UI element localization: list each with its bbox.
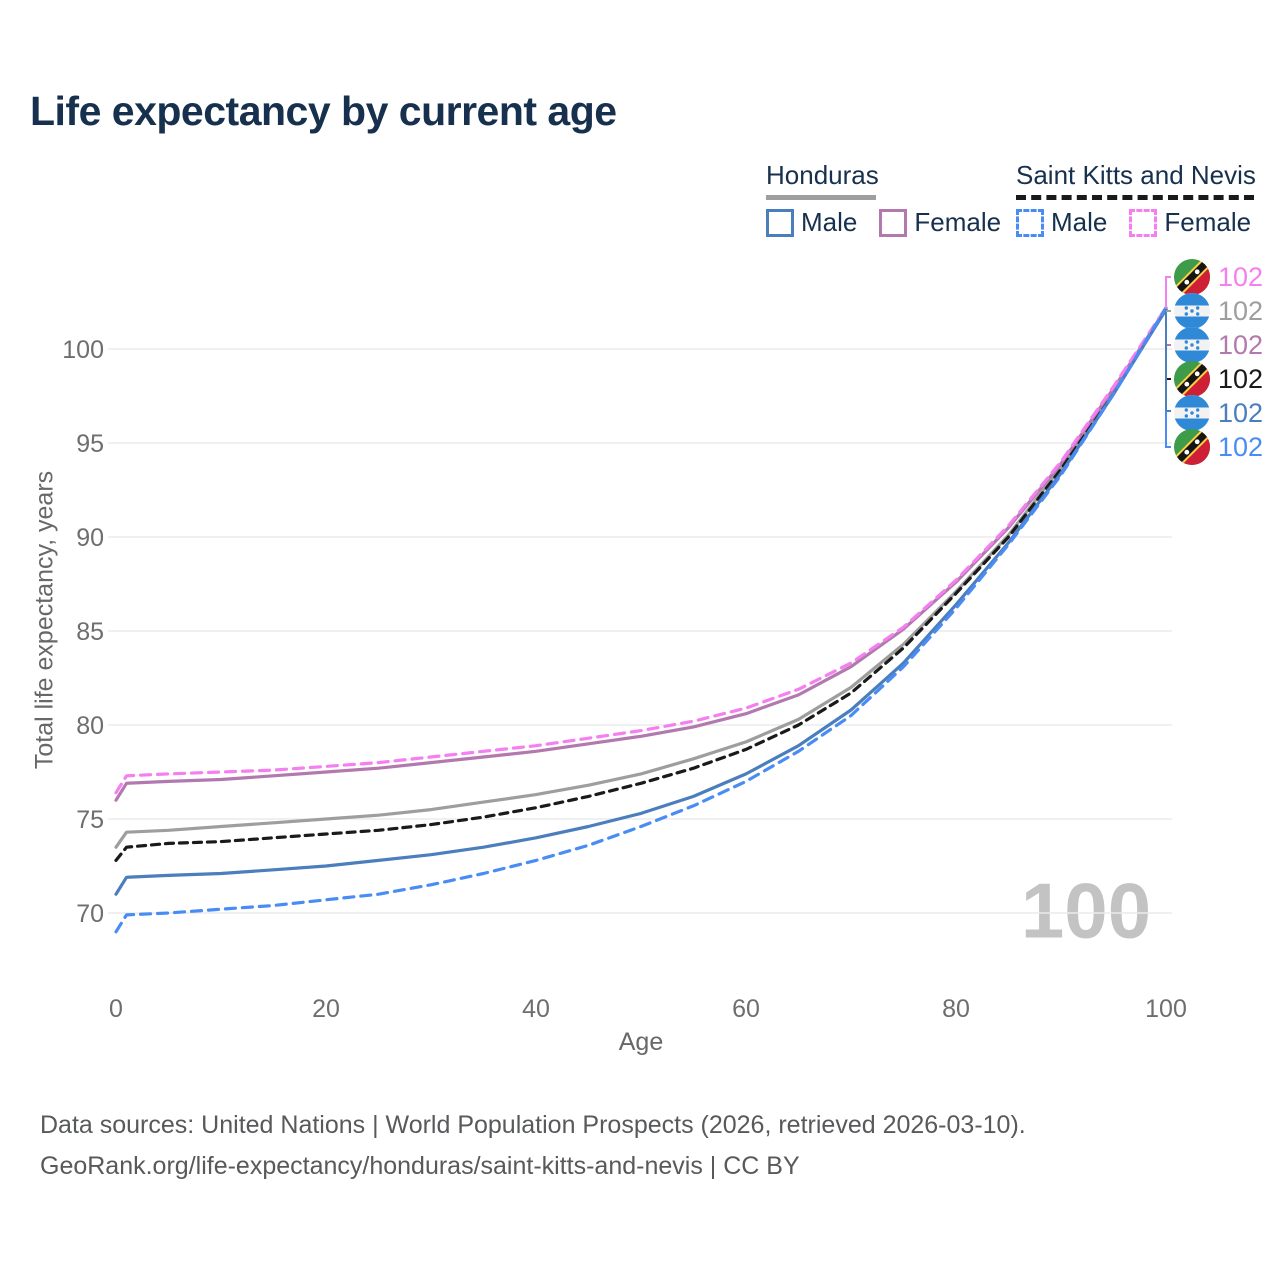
skn-male-swatch	[1016, 208, 1044, 237]
end-label-saint-kitts-and-nevis: 102	[1174, 361, 1263, 397]
legend-group-saint-kitts-and-nevis: Saint Kitts and Nevis Male Female	[1016, 160, 1256, 238]
series-line-honduras-female	[114, 307, 1168, 802]
y-tick-label: 80	[76, 712, 104, 740]
end-label-value: 102	[1218, 296, 1264, 326]
source-url-line: GeoRank.org/life-expectancy/honduras/sai…	[40, 1152, 800, 1180]
series-line-honduras-male	[114, 307, 1168, 896]
legend-group-honduras: Honduras Male Female	[766, 160, 1001, 238]
legend-item-label: Male	[1051, 207, 1108, 237]
x-tick-label: 60	[732, 995, 760, 1023]
legend-country-saint-kitts-and-nevis: Saint Kitts and Nevis	[1016, 160, 1256, 190]
end-label-value: 102	[1218, 398, 1264, 428]
connector-skn-female	[1165, 276, 1171, 309]
saint-kitts-nevis-flag-icon	[1174, 361, 1210, 397]
y-tick-label: 75	[76, 806, 104, 834]
legend-item-label: Female	[1164, 207, 1252, 237]
page-title: Life expectancy by current age	[30, 88, 617, 134]
y-tick-label: 90	[76, 524, 104, 552]
x-tick-label: 0	[109, 995, 123, 1023]
honduras-flag-icon	[1174, 293, 1210, 329]
y-tick-label: 95	[76, 430, 104, 458]
end-label-saint-kitts-and-nevis-female: 102	[1174, 259, 1263, 295]
honduras-flag-icon	[1174, 395, 1210, 431]
connector-skn-total	[1165, 308, 1171, 380]
legend-item-label: Male	[801, 207, 858, 237]
end-label-honduras: 102	[1174, 293, 1263, 329]
legend-country-honduras: Honduras	[766, 160, 879, 190]
saint-kitts-nevis-flag-icon	[1174, 429, 1210, 465]
legend-item-skn-female[interactable]: Female	[1129, 207, 1251, 238]
end-label-value: 102	[1218, 432, 1264, 462]
y-tick-label: 85	[76, 618, 104, 646]
y-axis-title: Total life expectancy, years	[30, 470, 59, 770]
y-tick-label: 70	[76, 900, 104, 928]
legend-item-honduras-female[interactable]: Female	[879, 207, 1001, 238]
legend-item-skn-male[interactable]: Male	[1016, 207, 1107, 238]
series-line-saint-kitts-and-nevis	[114, 307, 1168, 862]
honduras-line-style-sample	[766, 195, 876, 200]
x-tick-label: 40	[522, 995, 550, 1023]
connector-honduras-male	[1165, 308, 1171, 412]
honduras-female-swatch	[879, 208, 908, 237]
end-label-saint-kitts-and-nevis-male: 102	[1174, 429, 1263, 465]
legend-item-label: Female	[914, 207, 1002, 237]
end-label-value: 102	[1218, 330, 1264, 360]
connector-skn-male	[1165, 411, 1171, 448]
connector-honduras-female	[1165, 308, 1171, 346]
series-line-saint-kitts-and-nevis-female	[114, 306, 1168, 795]
end-label-honduras-female: 102	[1174, 327, 1263, 363]
honduras-flag-icon	[1174, 327, 1210, 363]
attribution-footer: Data sources: United Nations | World Pop…	[40, 1105, 1026, 1187]
legend-item-honduras-male[interactable]: Male	[766, 207, 857, 238]
series-line-honduras	[114, 307, 1168, 849]
saint-kitts-nevis-flag-icon	[1174, 259, 1210, 295]
x-tick-label: 80	[942, 995, 970, 1023]
series-line-saint-kitts-and-nevis-male	[114, 306, 1168, 934]
end-label-honduras-male: 102	[1174, 395, 1263, 431]
x-tick-label: 20	[312, 995, 340, 1023]
y-tick-label: 100	[62, 336, 104, 364]
skn-female-swatch	[1129, 208, 1158, 237]
watermark-age-indicator: 100	[1020, 866, 1152, 955]
end-label-value: 102	[1218, 364, 1264, 394]
saint-kitts-nevis-line-style-sample	[1016, 195, 1254, 200]
data-sources-line: Data sources: United Nations | World Pop…	[40, 1111, 1026, 1139]
honduras-male-swatch	[766, 208, 794, 237]
x-tick-label: 100	[1145, 995, 1187, 1023]
x-axis-title: Age	[618, 1028, 664, 1056]
end-label-value: 102	[1218, 262, 1264, 292]
